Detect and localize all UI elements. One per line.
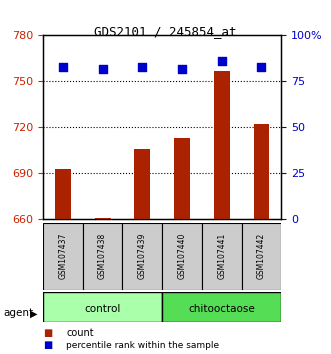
Text: count: count xyxy=(66,328,94,338)
Text: ■: ■ xyxy=(43,328,52,338)
Text: ▶: ▶ xyxy=(30,308,37,318)
FancyBboxPatch shape xyxy=(162,292,281,322)
Bar xyxy=(134,149,150,219)
FancyBboxPatch shape xyxy=(83,223,122,290)
FancyBboxPatch shape xyxy=(202,223,242,290)
Bar xyxy=(254,124,269,219)
Text: chitooctaose: chitooctaose xyxy=(188,304,255,314)
Bar xyxy=(174,138,190,219)
Text: GSM107441: GSM107441 xyxy=(217,233,226,279)
Point xyxy=(259,64,264,69)
Text: GSM107438: GSM107438 xyxy=(98,233,107,279)
Text: percentile rank within the sample: percentile rank within the sample xyxy=(66,342,219,350)
Point xyxy=(100,66,105,72)
FancyBboxPatch shape xyxy=(122,223,162,290)
FancyBboxPatch shape xyxy=(162,223,202,290)
Text: GSM107440: GSM107440 xyxy=(177,233,187,280)
Bar xyxy=(55,169,71,219)
Text: GSM107437: GSM107437 xyxy=(58,233,68,280)
FancyBboxPatch shape xyxy=(242,223,281,290)
Text: agent: agent xyxy=(3,308,33,318)
Point xyxy=(179,66,185,72)
Text: ■: ■ xyxy=(43,341,52,350)
Text: GSM107439: GSM107439 xyxy=(138,233,147,280)
FancyBboxPatch shape xyxy=(43,292,162,322)
Bar xyxy=(95,218,111,219)
FancyBboxPatch shape xyxy=(43,223,83,290)
Bar xyxy=(214,71,230,219)
Point xyxy=(219,58,224,64)
Text: GDS2101 / 245854_at: GDS2101 / 245854_at xyxy=(94,25,237,38)
Point xyxy=(140,64,145,69)
Text: control: control xyxy=(84,304,121,314)
Point xyxy=(60,64,66,69)
Text: GSM107442: GSM107442 xyxy=(257,233,266,279)
